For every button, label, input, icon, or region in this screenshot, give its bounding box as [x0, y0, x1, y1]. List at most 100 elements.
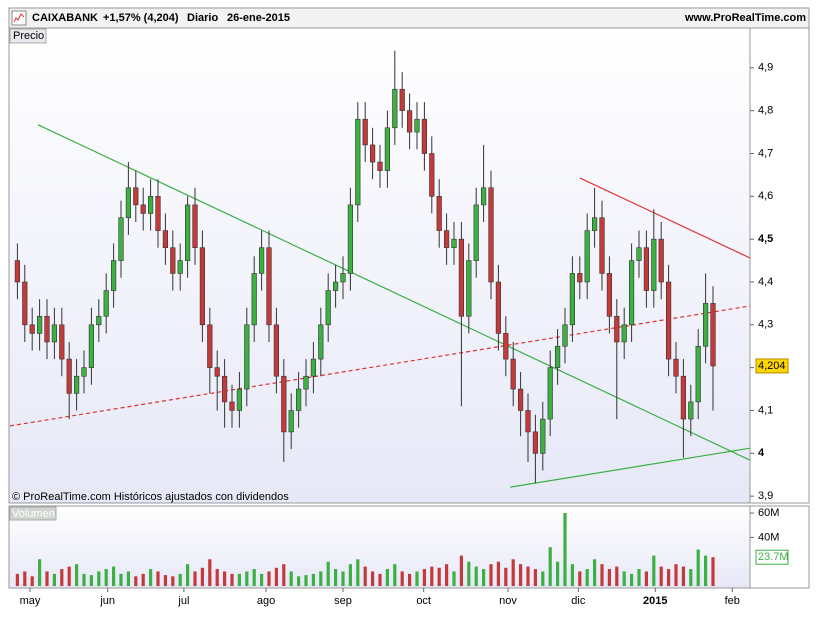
- volume-bar: [348, 564, 352, 587]
- period: Diario: [187, 12, 218, 24]
- x-tick-label: dic: [571, 595, 586, 607]
- last-volume-label: 23.7M: [758, 551, 789, 563]
- volume-bar: [711, 557, 715, 587]
- volume-axis: [749, 505, 810, 589]
- price-panel: [8, 27, 751, 504]
- y-tick-label: 4,3: [758, 319, 773, 331]
- candle-body: [133, 187, 139, 206]
- volume-bar: [437, 567, 441, 587]
- candle-body: [325, 290, 331, 326]
- volume-bar: [274, 567, 278, 587]
- volume-bar: [215, 569, 219, 587]
- candle-body: [621, 324, 627, 343]
- candle-body: [673, 358, 679, 377]
- volume-bar: [67, 566, 71, 587]
- candle-body: [614, 315, 620, 343]
- candle-body: [288, 410, 294, 433]
- volume-bar: [245, 571, 249, 587]
- volume-bar: [541, 571, 545, 587]
- volume-bar: [482, 569, 486, 587]
- volume-bar: [319, 571, 323, 587]
- volume-bar: [474, 566, 478, 587]
- x-tick-label: feb: [725, 595, 740, 607]
- volume-bar: [615, 566, 619, 587]
- candle-body: [44, 315, 50, 343]
- volume-bar: [637, 569, 641, 587]
- y-tick-label: 4,7: [758, 147, 773, 159]
- x-tick-label: jul: [177, 595, 189, 607]
- volume-bar: [622, 571, 626, 587]
- volume-bar: [334, 569, 338, 587]
- candle-body: [185, 204, 191, 261]
- candle-body: [436, 196, 442, 231]
- volume-bar: [415, 571, 419, 587]
- volume-bar: [82, 573, 86, 587]
- volume-bar: [644, 571, 648, 587]
- candle-body: [503, 333, 509, 360]
- volume-bar: [371, 571, 375, 587]
- candle-body: [384, 127, 391, 171]
- candle-body: [81, 367, 87, 377]
- volume-bar: [674, 564, 678, 587]
- change: +1,57% (4,204): [103, 12, 179, 24]
- candle-body: [680, 375, 686, 420]
- candle-body: [36, 315, 43, 334]
- volume-bar: [452, 571, 456, 587]
- volume-bar: [304, 575, 308, 587]
- site: www.ProRealTime.com: [684, 12, 806, 24]
- volume-bar: [385, 569, 389, 587]
- volume-bar: [459, 555, 463, 587]
- volume-bar: [260, 573, 264, 587]
- y-tick-label: 4,9: [758, 62, 773, 74]
- candle-body: [229, 401, 235, 411]
- candle-body: [362, 118, 368, 146]
- candle-body: [517, 388, 524, 411]
- candle-body: [473, 204, 479, 261]
- candle-body: [688, 401, 694, 420]
- volume-bar: [607, 569, 611, 587]
- candle-body: [332, 281, 339, 291]
- candle-body: [443, 230, 450, 249]
- candle-body: [377, 161, 383, 171]
- volume-bar: [563, 513, 567, 587]
- candle-body: [103, 290, 109, 317]
- candle-body: [562, 324, 568, 347]
- candle-body: [236, 388, 243, 411]
- volume-bar: [467, 561, 471, 587]
- candle-body: [643, 247, 649, 291]
- volume-bar: [75, 564, 79, 587]
- volume-bar: [156, 571, 160, 587]
- candle-body: [406, 110, 413, 133]
- date: 26-ene-2015: [227, 12, 290, 24]
- candle-body: [148, 196, 154, 214]
- volume-bar: [585, 569, 589, 587]
- volume-bar: [30, 576, 34, 587]
- x-tick-label: sep: [334, 595, 352, 607]
- volume-bar: [60, 569, 64, 587]
- y-tick-label: 60M: [758, 507, 779, 519]
- panel-label: Volumen: [12, 508, 55, 520]
- volume-bar: [496, 561, 500, 587]
- candle-body: [495, 281, 502, 334]
- candle-body: [251, 273, 257, 326]
- volume-bar: [400, 571, 404, 587]
- volume-bar: [97, 571, 101, 587]
- panel-label: Precio: [13, 30, 44, 42]
- volume-bar: [52, 573, 56, 587]
- last-volume-box: [755, 549, 789, 565]
- candle-body: [488, 187, 494, 283]
- candle-body: [414, 118, 420, 133]
- candle-body: [665, 281, 672, 360]
- candle-body: [318, 324, 324, 360]
- candle-body: [658, 238, 664, 283]
- candle-body: [532, 431, 538, 454]
- panel-label-box: [9, 28, 47, 44]
- volume-bar: [422, 569, 426, 587]
- volume-bar: [533, 569, 537, 587]
- candle-body: [710, 303, 716, 367]
- volume-bar: [630, 573, 634, 587]
- candle-body: [369, 144, 376, 163]
- trend-line: [579, 177, 751, 259]
- volume-bar: [430, 566, 434, 587]
- x-tick-label: jun: [99, 595, 115, 607]
